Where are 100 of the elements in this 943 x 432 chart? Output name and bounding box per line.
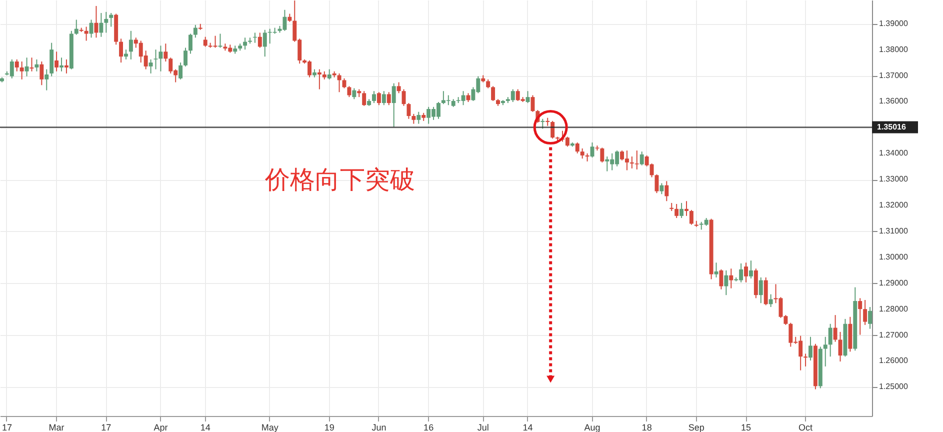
candlestick xyxy=(382,90,386,106)
candlestick xyxy=(14,58,19,72)
candlestick xyxy=(337,72,342,93)
y-tick-label: 1.34000 xyxy=(879,148,908,158)
x-tick-label: Jun xyxy=(372,422,386,432)
candlestick xyxy=(392,82,396,128)
candlestick xyxy=(630,156,634,169)
candlestick xyxy=(654,174,659,194)
y-tick-label: 1.33000 xyxy=(879,174,908,184)
candlestick xyxy=(99,12,104,38)
candlestick xyxy=(124,49,128,60)
ref-line-label: 1.35016 xyxy=(877,122,906,132)
candlestick xyxy=(565,136,570,148)
candlestick xyxy=(580,148,584,160)
candlestick xyxy=(24,57,29,77)
candlestick xyxy=(352,88,356,100)
candlestick xyxy=(64,58,68,74)
candlestick xyxy=(104,11,108,34)
candlestick xyxy=(664,180,669,202)
candlestick xyxy=(724,270,728,296)
candlestick xyxy=(386,92,391,106)
candlestick xyxy=(833,314,838,342)
candlestick xyxy=(804,353,808,367)
candlestick xyxy=(347,86,352,98)
candlestick xyxy=(148,58,153,74)
candlestick xyxy=(808,336,812,361)
x-tick-label: 14 xyxy=(522,422,533,432)
candlestick xyxy=(44,68,49,91)
y-tick-label: 1.29000 xyxy=(879,278,908,288)
candlestick xyxy=(540,118,545,130)
candlestick xyxy=(412,113,416,124)
candlestick xyxy=(858,298,862,336)
candlestick xyxy=(491,86,496,102)
candlestick xyxy=(823,336,828,367)
y-tick-label: 1.27000 xyxy=(879,330,908,340)
candlestick xyxy=(764,276,768,306)
candlestick xyxy=(758,276,763,304)
y-tick-label: 1.31000 xyxy=(879,226,908,236)
candlestick xyxy=(744,262,748,283)
candlestick xyxy=(714,262,718,278)
candlestick xyxy=(600,147,604,163)
y-tick-label: 1.28000 xyxy=(879,304,908,314)
candlestick xyxy=(178,62,183,80)
candlestick xyxy=(188,33,192,54)
candlestick xyxy=(128,30,133,60)
x-tick-label: Sep xyxy=(688,422,704,432)
y-tick-label: 1.37000 xyxy=(879,70,908,80)
x-tick-label: Aug xyxy=(584,422,600,432)
candlestick xyxy=(575,142,580,154)
candlestick xyxy=(406,102,411,120)
x-tick-label: 15 xyxy=(741,422,752,432)
candlestick xyxy=(689,209,694,226)
candlestick xyxy=(243,37,248,50)
candlestick xyxy=(60,57,64,72)
x-tick-label: 18 xyxy=(642,422,652,432)
candlestick xyxy=(94,5,98,38)
candlestick xyxy=(768,294,773,308)
candlestick xyxy=(258,32,262,48)
candlestick xyxy=(203,36,208,48)
candlestick xyxy=(34,58,39,72)
candlestick xyxy=(327,68,332,80)
candlestick xyxy=(164,43,168,62)
candlestick xyxy=(530,94,535,112)
x-tick-label: 14 xyxy=(200,422,210,432)
candlestick xyxy=(317,68,322,90)
candlestick xyxy=(40,61,44,86)
candlestick xyxy=(74,19,78,36)
candlestick xyxy=(684,200,688,216)
candlestick xyxy=(372,90,376,104)
candlestick xyxy=(154,49,158,70)
y-tick-label: 1.30000 xyxy=(879,252,908,262)
y-tick-label: 1.32000 xyxy=(879,200,908,210)
x-tick-label: 17 xyxy=(2,422,12,432)
candlestick xyxy=(54,51,59,72)
y-tick-label: 1.38000 xyxy=(879,44,908,54)
candlestick xyxy=(262,29,267,58)
candlestick xyxy=(660,182,664,195)
candlestick xyxy=(674,203,679,218)
candlestick xyxy=(218,33,222,48)
x-tick-label: Oct xyxy=(798,422,814,432)
candlestick xyxy=(550,120,555,140)
candlestick xyxy=(748,260,753,279)
candlestick xyxy=(89,19,94,38)
candlestick xyxy=(362,90,366,106)
candlestick xyxy=(50,42,54,77)
candlestick xyxy=(729,268,734,289)
y-tick-label: 1.39000 xyxy=(879,18,908,28)
x-tick-label: Apr xyxy=(154,422,168,432)
candlestick xyxy=(719,268,724,290)
candlestick xyxy=(20,61,24,80)
candlestick xyxy=(640,151,644,166)
x-tick-label: Jul xyxy=(477,422,489,432)
candlestick xyxy=(634,150,639,170)
y-tick-label: 1.25000 xyxy=(879,382,908,392)
candlestick xyxy=(416,111,421,124)
candlestick xyxy=(863,300,868,326)
candlestick xyxy=(396,82,401,94)
candlestick xyxy=(828,323,832,358)
candlestick xyxy=(680,202,684,218)
candlestick xyxy=(526,90,530,104)
